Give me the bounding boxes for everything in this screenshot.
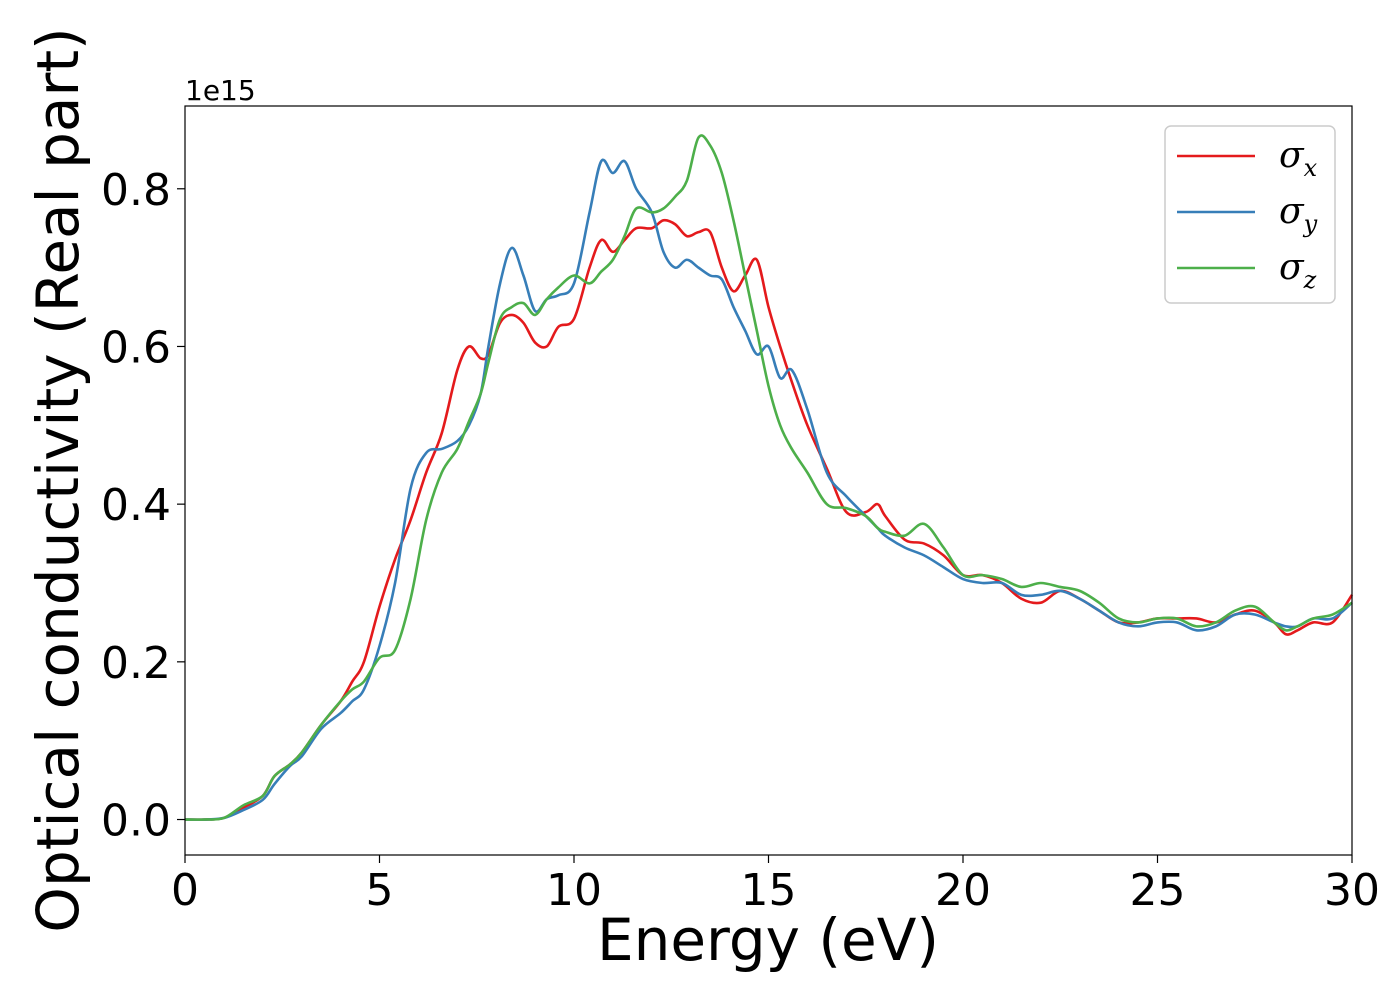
- x-tick-label: 0: [171, 865, 199, 916]
- x-tick-label: 30: [1324, 865, 1380, 916]
- x-tick-label: 25: [1130, 865, 1186, 916]
- y-tick-label: 0.4: [101, 480, 171, 531]
- x-tick-label: 5: [366, 865, 394, 916]
- x-axis-label: Energy (eV): [597, 906, 939, 974]
- series-line-z: [184, 134, 1353, 821]
- y-tick-label: 0.2: [101, 638, 171, 689]
- y-tick-label: 0.8: [101, 165, 171, 216]
- y-axis-label: Optical conductivity (Real part): [24, 27, 92, 932]
- legend-entries: σx σy σz: [1177, 135, 1318, 294]
- y-tick-label: 0.0: [101, 796, 171, 847]
- x-tick-label: 10: [546, 865, 602, 916]
- x-tick-label: 20: [935, 865, 991, 916]
- y-offset-label: 1e15: [185, 74, 256, 107]
- series-line-y: [184, 158, 1353, 821]
- legend-label-y: σy: [1279, 191, 1318, 238]
- series-layer: [184, 134, 1354, 821]
- legend: σx σy σz: [1164, 125, 1336, 304]
- y-ticks: 0.0 0.2 0.4 0.6 0.8: [101, 165, 185, 847]
- x-tick-label: 15: [741, 865, 797, 916]
- legend-box: [1164, 125, 1336, 304]
- legend-label-x: σx: [1279, 135, 1318, 182]
- x-ticks: 0 5 10 15 20 25 30: [171, 855, 1380, 916]
- y-tick-label: 0.6: [101, 322, 171, 373]
- legend-label-z: σz: [1279, 247, 1317, 294]
